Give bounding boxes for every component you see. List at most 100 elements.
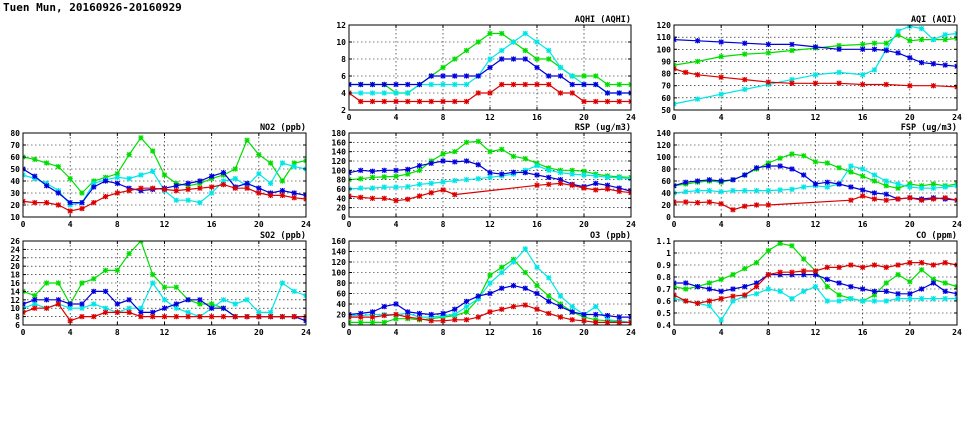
data-point: [801, 172, 807, 178]
data-point: [197, 199, 203, 206]
data-point: [381, 90, 387, 96]
data-point: [604, 182, 611, 188]
x-tick-label: 0: [672, 220, 677, 229]
data-point: [546, 181, 552, 187]
data-point: [279, 313, 286, 320]
data-point: [381, 167, 387, 173]
data-point: [55, 280, 61, 286]
y-tick-label: 40: [10, 177, 20, 186]
data-point: [616, 319, 622, 325]
data-point: [718, 39, 724, 45]
y-tick-label: 12: [336, 21, 346, 30]
data-point: [812, 181, 819, 187]
data-point: [138, 313, 144, 320]
chart-aqi: 0 4 8 12 16 20 24 50 60 70 80 90 100 110 120 AQI (AQI): [657, 15, 962, 122]
data-point: [557, 304, 564, 310]
x-tick-label: 24: [952, 220, 962, 229]
data-point: [369, 195, 376, 201]
y-tick-label: 20: [336, 204, 346, 213]
x-tick-label: 4: [394, 328, 399, 337]
data-point: [753, 283, 760, 290]
data-point: [871, 190, 878, 196]
data-point: [440, 310, 446, 317]
data-point: [683, 189, 689, 195]
data-point: [369, 185, 376, 191]
data-point: [452, 311, 458, 318]
data-point: [534, 56, 540, 62]
data-point: [475, 138, 481, 145]
data-point: [569, 81, 575, 88]
data-point: [883, 178, 889, 184]
data-point: [789, 41, 795, 48]
data-point: [475, 90, 481, 96]
data-point: [694, 283, 701, 290]
data-point: [102, 305, 109, 311]
data-point: [428, 314, 434, 320]
data-point: [581, 318, 587, 324]
data-point: [919, 185, 925, 191]
data-point: [102, 178, 109, 184]
x-tick-label: 0: [672, 113, 677, 122]
data-point: [895, 181, 901, 187]
data-point: [487, 309, 493, 315]
data-point: [836, 165, 842, 171]
data-point: [860, 193, 866, 199]
y-tick-label: 120: [332, 258, 347, 267]
data-point: [475, 314, 481, 320]
data-point: [919, 60, 925, 66]
x-tick-label: 8: [441, 328, 446, 337]
data-point: [452, 306, 458, 312]
data-point: [405, 171, 411, 177]
data-point: [942, 295, 948, 302]
data-point: [428, 73, 434, 79]
data-point: [604, 317, 611, 323]
data-point: [393, 173, 399, 180]
data-point: [777, 241, 783, 247]
data-point: [126, 297, 132, 303]
data-point: [79, 199, 85, 206]
data-point: [730, 286, 736, 292]
chart-fsp: 0 4 8 12 16 20 24 0 20 40 60 80 100 120 140 FSP (ug/m3): [657, 123, 962, 229]
data-point: [79, 301, 85, 307]
y-tick-label: 80: [10, 129, 20, 138]
data-point: [393, 98, 399, 105]
data-point: [91, 184, 97, 190]
x-tick-label: 4: [394, 220, 399, 229]
y-tick-label: 70: [10, 141, 20, 150]
data-point: [860, 173, 866, 179]
y-tick-label: 8: [15, 313, 20, 322]
data-point: [463, 304, 470, 310]
data-point: [440, 73, 446, 79]
data-point: [173, 301, 179, 307]
data-point: [381, 195, 387, 201]
data-point: [718, 201, 724, 207]
data-point: [161, 186, 168, 193]
data-point: [694, 300, 701, 307]
data-point: [581, 311, 587, 318]
data-point: [150, 280, 156, 286]
data-point: [244, 185, 250, 191]
y-tick-label: 20: [336, 311, 346, 320]
y-tick-label: 180: [332, 129, 347, 138]
data-point: [742, 40, 748, 46]
data-point: [616, 185, 622, 191]
data-point: [510, 39, 517, 45]
data-point: [895, 196, 901, 202]
data-point: [604, 174, 611, 180]
data-point: [32, 156, 38, 163]
data-point: [848, 262, 854, 268]
data-point: [43, 280, 50, 286]
data-point: [416, 193, 423, 199]
y-tick-label: 60: [336, 185, 346, 194]
data-point: [499, 264, 505, 270]
data-point: [546, 293, 552, 299]
data-point: [942, 288, 948, 295]
data-point: [836, 80, 842, 86]
data-point: [510, 56, 517, 62]
data-point: [860, 46, 866, 52]
data-point: [91, 180, 97, 187]
chart-title: O3 (ppb): [590, 231, 631, 241]
data-point: [836, 264, 842, 271]
data-point: [871, 46, 878, 52]
